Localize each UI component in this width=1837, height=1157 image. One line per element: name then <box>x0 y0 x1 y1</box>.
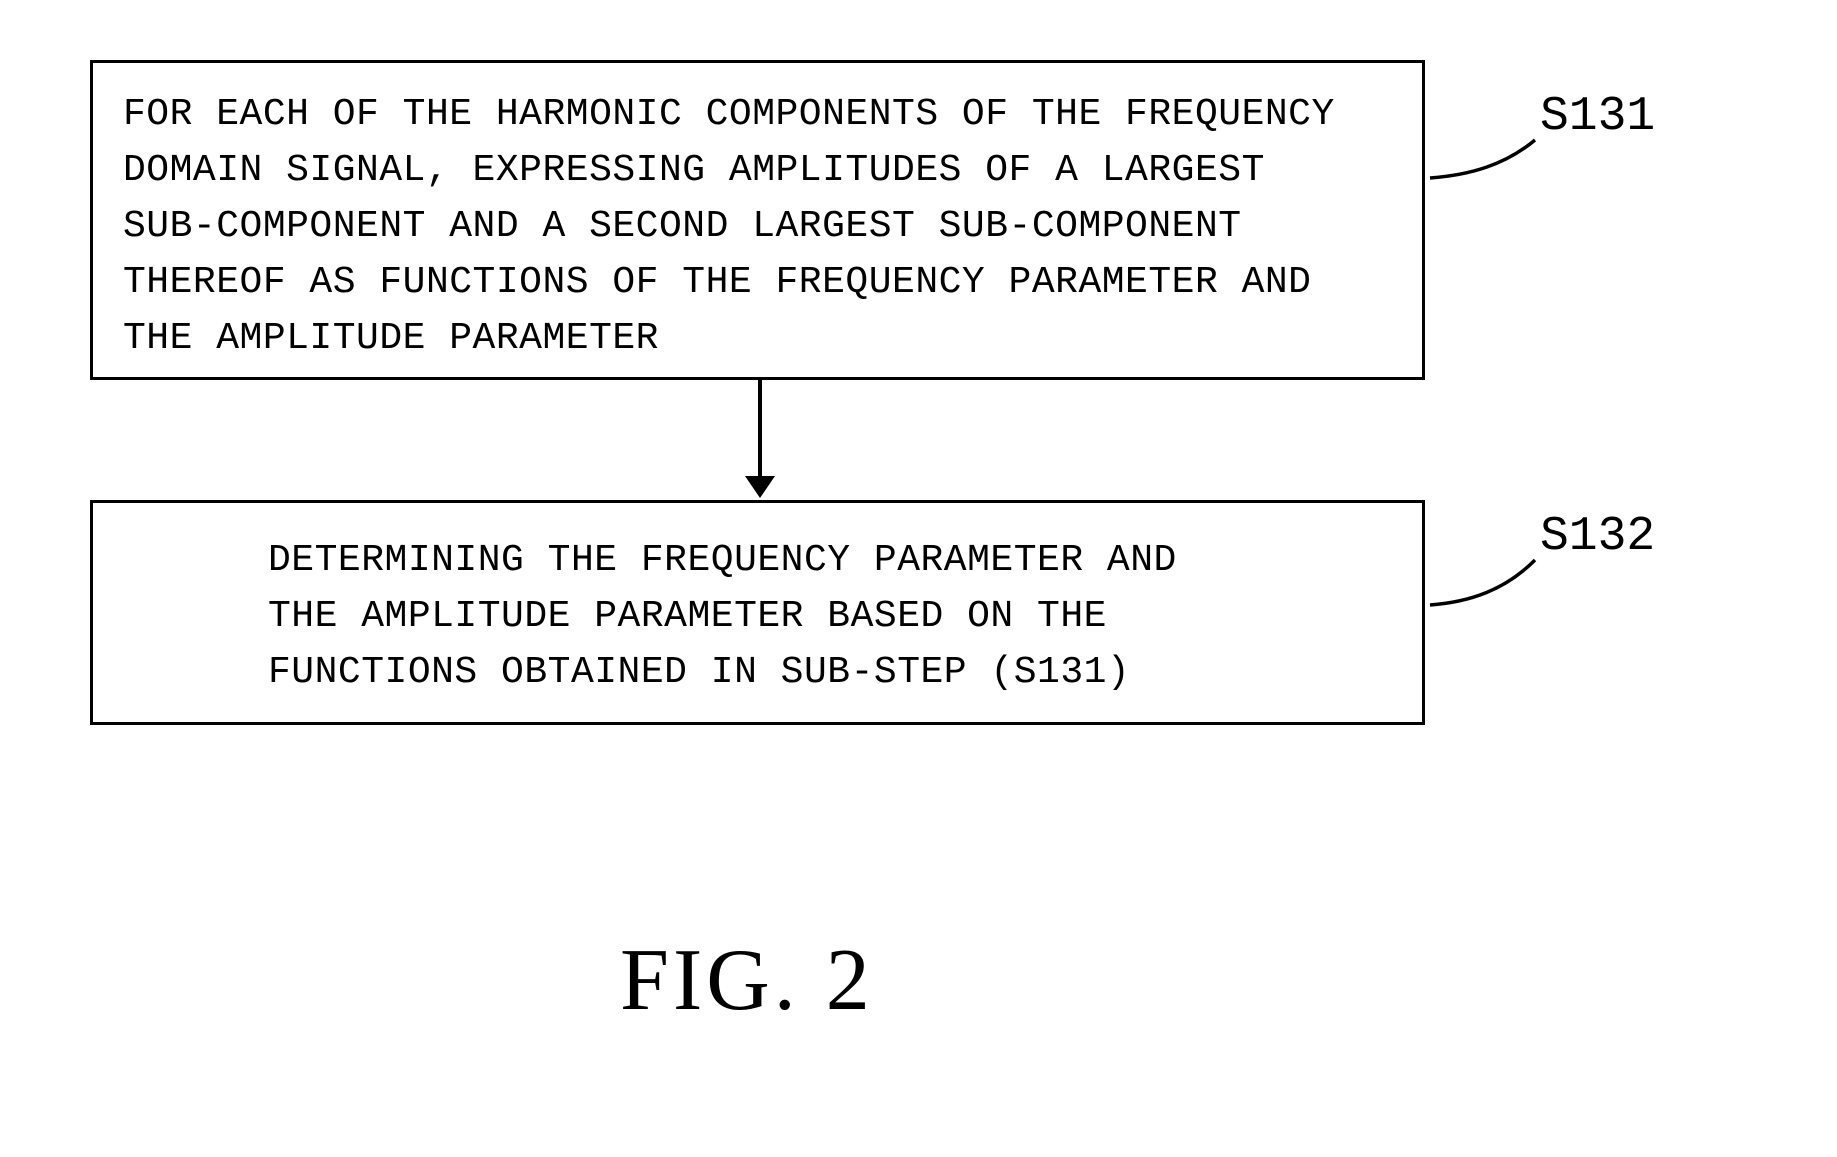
flow-step-s132-text: DETERMINING THE FREQUENCY PARAMETER AND … <box>93 503 1422 731</box>
flow-step-s131-text: FOR EACH OF THE HARMONIC COMPONENTS OF T… <box>93 63 1422 391</box>
leader-curve-s131 <box>1430 140 1535 178</box>
flow-step-s131: FOR EACH OF THE HARMONIC COMPONENTS OF T… <box>90 60 1425 380</box>
flow-step-s132: DETERMINING THE FREQUENCY PARAMETER AND … <box>90 500 1425 725</box>
arrow-head-icon <box>745 476 775 498</box>
step-label-s131: S131 <box>1540 90 1655 144</box>
diagram-canvas: FOR EACH OF THE HARMONIC COMPONENTS OF T… <box>0 0 1837 1157</box>
leader-curve-s132 <box>1430 560 1535 605</box>
figure-caption: FIG. 2 <box>620 930 874 1031</box>
step-label-s132: S132 <box>1540 510 1655 564</box>
